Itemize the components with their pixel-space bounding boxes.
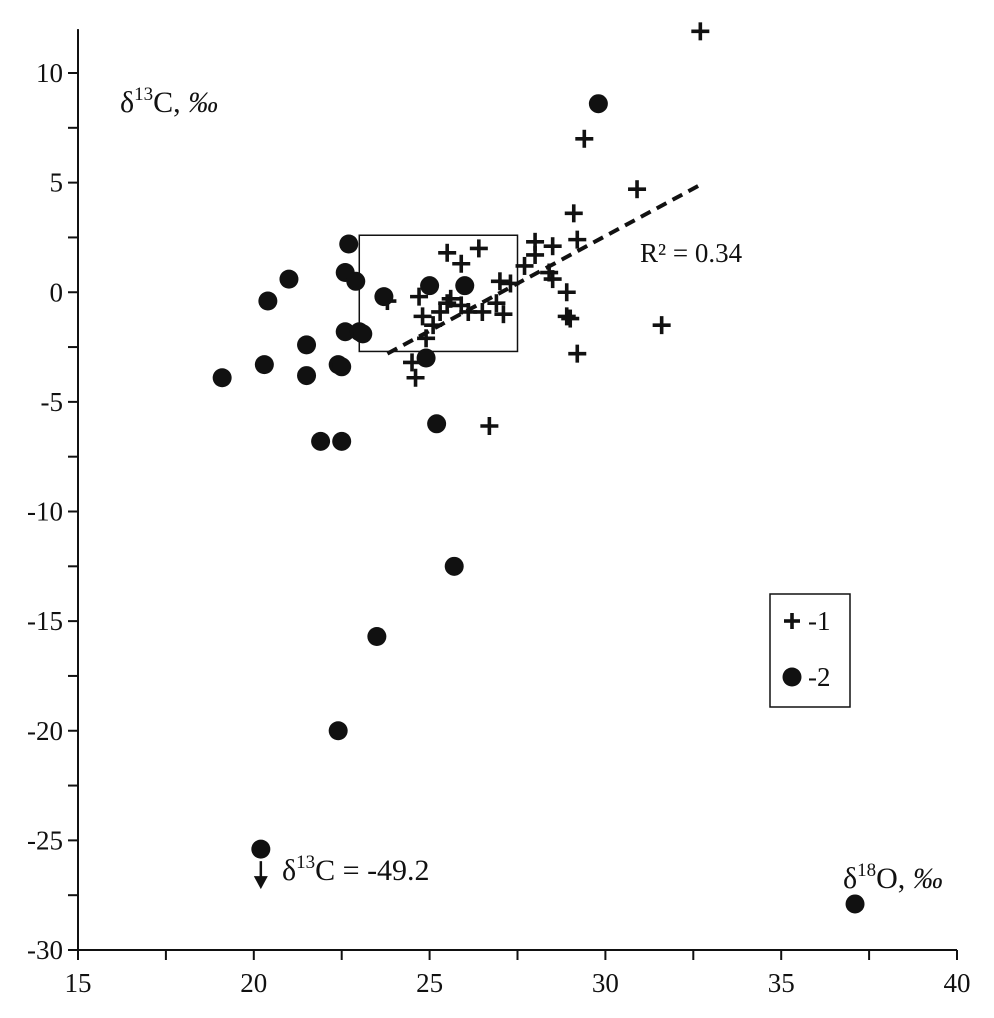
- data-point-circle: [845, 894, 865, 914]
- data-point-plus: [487, 294, 506, 313]
- legend-box: [769, 593, 851, 708]
- legend-marker-circle: [782, 667, 802, 687]
- data-point-plus: [501, 274, 520, 293]
- legend-marker-plus: [784, 613, 800, 629]
- data-point-circle: [258, 291, 278, 311]
- data-point-circle: [297, 335, 317, 355]
- data-point-circle: [339, 234, 359, 254]
- highlight-box: [358, 234, 519, 353]
- data-point-plus: [557, 283, 576, 302]
- x-tick-label: 20: [240, 968, 267, 998]
- x-tick-label: 25: [416, 968, 443, 998]
- data-point-circle: [444, 556, 464, 576]
- data-point-circle: [420, 276, 440, 296]
- legend-label: -2: [808, 662, 831, 692]
- data-point-circle: [455, 276, 475, 296]
- data-point-circle: [311, 431, 331, 451]
- y-tick-label: 0: [50, 277, 64, 307]
- data-point-circle: [279, 269, 299, 289]
- data-point-plus: [406, 368, 425, 387]
- data-point-plus: [473, 302, 492, 321]
- data-point-circle: [328, 721, 348, 741]
- y-tick-label: -10: [27, 497, 63, 527]
- data-point-circle: [346, 271, 366, 291]
- data-point-plus: [515, 256, 534, 275]
- highlight-box-layer: [358, 234, 519, 353]
- data-point-circle: [588, 94, 608, 114]
- y-tick-label: -15: [27, 606, 63, 636]
- x-tick-label: 40: [944, 968, 971, 998]
- y-tick-label: -20: [27, 716, 63, 746]
- data-point-plus: [452, 254, 471, 273]
- y-tick-label: 5: [50, 168, 64, 198]
- r-squared-label: R² = 0.34: [640, 238, 743, 268]
- data-point-plus: [480, 416, 499, 435]
- points-layer: [212, 22, 865, 914]
- data-point-plus: [431, 302, 450, 321]
- data-point-circle: [416, 348, 436, 368]
- data-point-plus: [568, 344, 587, 363]
- y-axis-title: δ13C, ‰: [120, 84, 218, 119]
- x-tick-label: 35: [768, 968, 795, 998]
- data-point-circle: [332, 357, 352, 377]
- legend: -1 -2: [769, 593, 851, 708]
- data-point-plus: [438, 243, 457, 262]
- x-axis-title: δ18O, ‰: [843, 860, 943, 895]
- data-point-plus: [575, 129, 594, 148]
- axes: 15 20 25 30 35 40 10 5 0 -5 -10 -15 -20 -25 -30: [27, 29, 971, 998]
- data-point-plus: [543, 237, 562, 256]
- y-tick-label: -30: [27, 935, 63, 965]
- data-point-plus: [561, 309, 580, 328]
- data-point-plus: [424, 316, 443, 335]
- x-tick-label: 15: [65, 968, 92, 998]
- data-point-plus: [543, 270, 562, 289]
- x-tick-label: 30: [592, 968, 619, 998]
- data-point-plus: [490, 272, 509, 291]
- data-point-circle: [353, 324, 373, 344]
- y-tick-label: 10: [36, 58, 63, 88]
- data-point-circle: [374, 287, 394, 307]
- data-point-plus: [413, 307, 432, 326]
- data-point-plus: [469, 239, 488, 258]
- data-point-circle: [427, 414, 447, 434]
- y-tick-label: -25: [27, 825, 63, 855]
- data-point-circle: [335, 322, 355, 342]
- data-point-circle: [332, 431, 352, 451]
- data-point-plus: [628, 180, 647, 199]
- labels-layer: δ13C, ‰ δ18O, ‰ R² = 0.34 δ13C = -49.2: [120, 84, 943, 895]
- data-point-plus: [526, 245, 545, 264]
- data-point-circle: [367, 626, 387, 646]
- data-point-circle: [251, 839, 271, 859]
- data-point-circle: [212, 368, 232, 388]
- legend-label: -1: [808, 606, 831, 636]
- annotation-arrow-head: [253, 876, 268, 890]
- data-point-plus: [557, 307, 576, 326]
- data-point-plus: [568, 230, 587, 249]
- y-tick-label: -5: [41, 387, 64, 417]
- data-point-plus: [564, 204, 583, 223]
- data-point-plus: [494, 305, 513, 324]
- data-point-plus: [417, 329, 436, 348]
- data-point-circle: [297, 366, 317, 386]
- annotation-label: δ13C = -49.2: [282, 852, 430, 887]
- data-point-plus: [652, 316, 671, 335]
- data-point-plus: [691, 22, 710, 41]
- data-point-plus: [410, 287, 429, 306]
- data-point-circle: [254, 355, 274, 375]
